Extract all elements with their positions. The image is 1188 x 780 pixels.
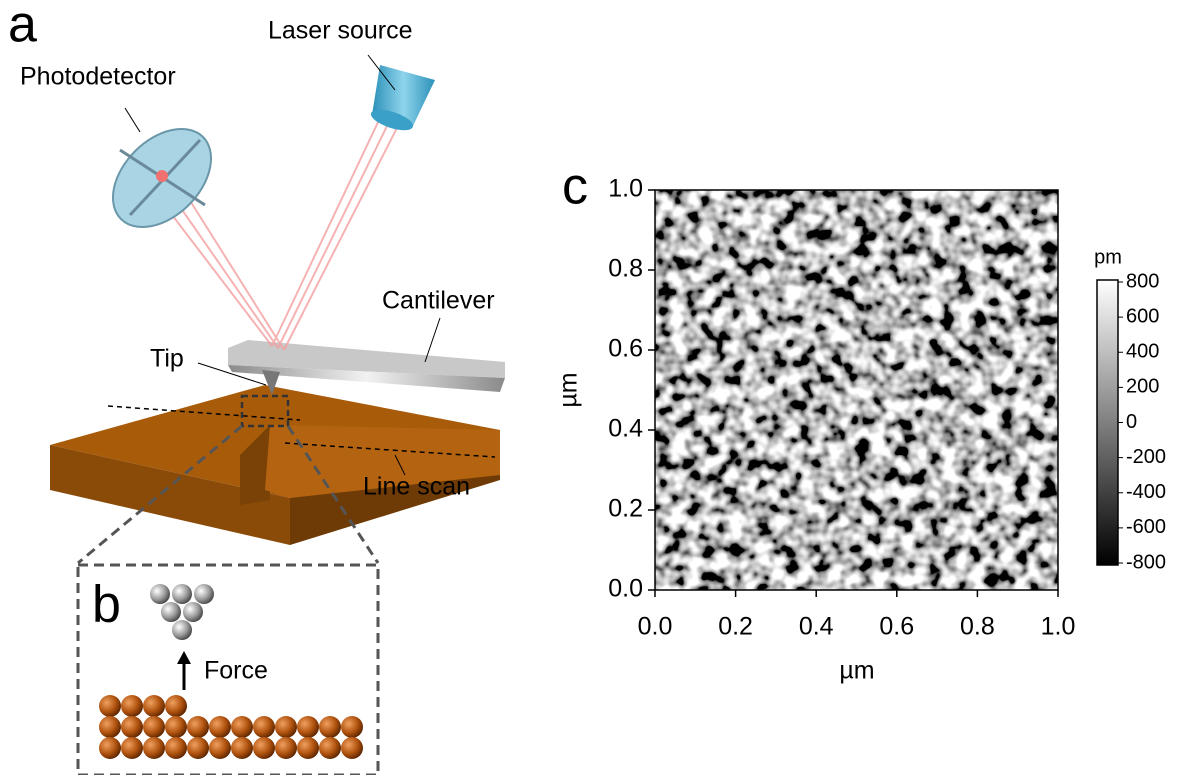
x-tick-label: 0.2 [718,613,753,641]
x-tick-label: 0.6 [879,613,914,641]
colorbar-tick-label: 800 [1126,270,1159,292]
atom [143,695,165,717]
atom [275,737,297,759]
atom [341,716,363,738]
colorbar-tick-label: 0 [1126,411,1137,433]
colorbar-tick-label: -800 [1126,551,1166,573]
y-tick-label: 1.0 [608,175,643,203]
label: Photodetector [20,63,176,91]
atom [209,716,231,738]
afm-image [655,190,1058,590]
laser-source [369,65,435,134]
colorbar-tick-label: -200 [1126,446,1166,468]
arrow [177,651,191,664]
panel-label: b [92,576,121,634]
atom [319,716,341,738]
colorbar-tick-label: 400 [1126,341,1159,363]
atom [121,737,143,759]
colorbar-tick-label: 600 [1126,305,1159,327]
atom [165,737,187,759]
atom [187,716,209,738]
atom [297,737,319,759]
atom [99,716,121,738]
atom [297,716,319,738]
tip-atom [172,620,192,640]
atom [121,695,143,717]
atom [231,737,253,759]
x-tick-label: 1.0 [1041,613,1076,641]
atom [143,737,165,759]
atom [165,695,187,717]
atom [231,716,253,738]
colorbar-tick-label: -600 [1126,516,1166,538]
sample [50,385,500,545]
photodetector [94,110,230,246]
y-tick-label: 0.4 [608,415,643,443]
y-tick-label: 0.2 [608,495,643,523]
tip-atom [172,584,192,604]
panel-label: a [8,0,37,54]
label: Tip [150,345,184,373]
y-tick-label: 0.8 [608,255,643,283]
x-axis-label: µm [839,657,874,685]
label: Cantilever [382,287,495,315]
tip-atom [150,584,170,604]
leader [425,318,440,362]
atom [187,737,209,759]
colorbar-tick-label: -400 [1126,481,1166,503]
atom [319,737,341,759]
colorbar-tick-label: 200 [1126,376,1159,398]
atom [253,716,275,738]
panel-label: c [562,158,588,216]
tip-atom [183,602,203,622]
y-tick-label: 0.6 [608,335,643,363]
x-tick-label: 0.4 [799,613,834,641]
atom [341,737,363,759]
y-axis-label: µm [555,372,583,407]
atom [99,695,121,717]
atom [165,716,187,738]
tip-atom [194,584,214,604]
colorbar-unit: pm [1094,246,1122,268]
atom [209,737,231,759]
atom [253,737,275,759]
label: Force [204,657,268,685]
colorbar [1097,280,1118,565]
x-tick-label: 0.0 [638,613,673,641]
cantilever [228,340,505,395]
atom [275,716,297,738]
leader [125,108,140,132]
y-tick-label: 0.0 [608,575,643,603]
x-tick-label: 0.8 [960,613,995,641]
atom [121,716,143,738]
atom [99,737,121,759]
tip-atom [161,602,181,622]
figure: a Photodetector Laser source Cantilever … [0,0,1188,775]
atom [143,716,165,738]
label: Line scan [363,473,470,501]
label: Laser source [268,17,413,45]
